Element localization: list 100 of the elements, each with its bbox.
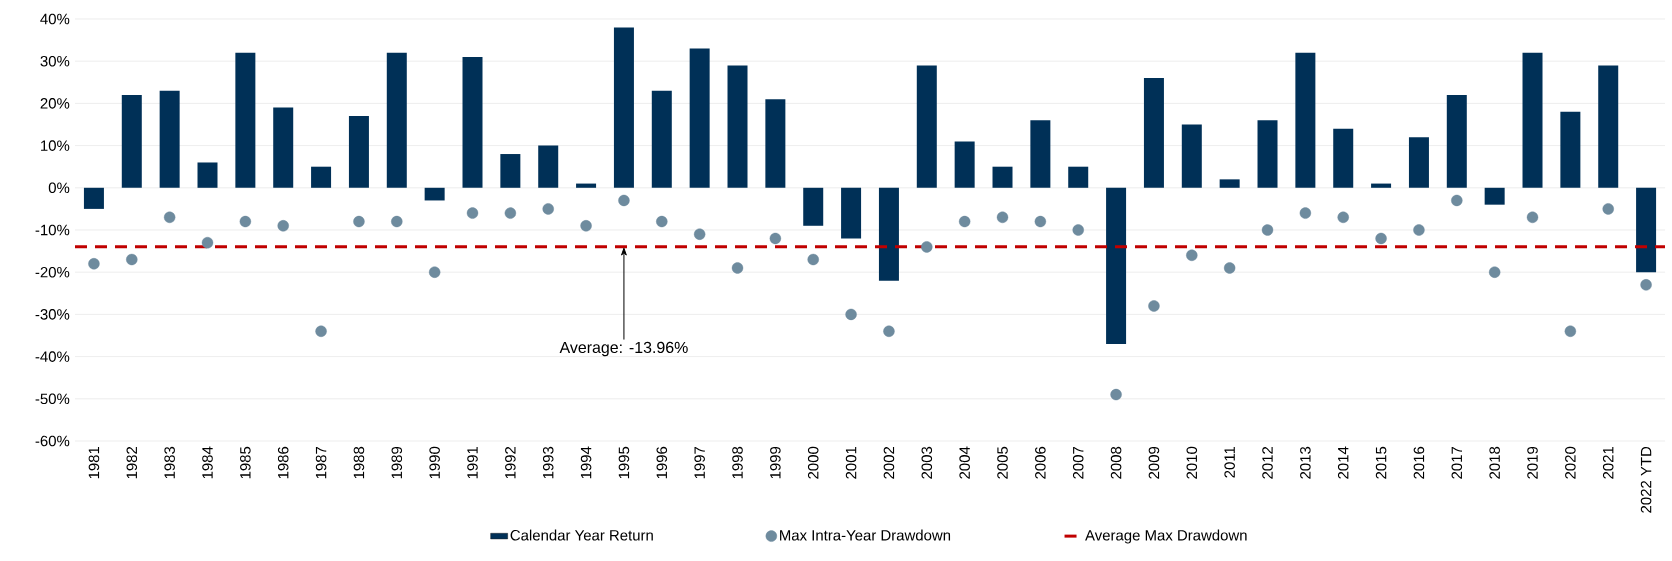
bar [1446,94,1467,188]
point [1034,215,1047,228]
point [883,325,895,337]
bar [83,187,104,209]
point [1148,300,1160,312]
point [1110,388,1122,401]
x-tick-label: 2012 [1262,446,1273,479]
point [1261,224,1274,236]
x-tick-label: 2005 [997,446,1008,479]
point [391,215,403,228]
bar [386,52,407,188]
x-tick-label: 2021 [1602,446,1614,479]
x-tick-label: 1993 [542,446,554,479]
point [504,207,517,219]
x-tick-label: 2010 [1186,446,1198,479]
y-tick-label: -20% [35,266,70,278]
point [466,207,479,219]
x-tick-label: 1981 [88,446,100,479]
point [656,215,668,228]
y-tick-label: 20% [40,98,70,109]
bar [197,162,218,188]
bar [613,27,634,188]
bar [1522,52,1543,188]
x-tick-label: 1997 [694,446,705,479]
bar [1333,128,1354,188]
bar [500,154,521,188]
bar [348,116,369,188]
point [618,194,630,207]
bar [651,90,672,188]
legend-label: Average Max Drawdown [1085,529,1247,544]
y-tick-label: 0% [48,182,70,194]
legend-label: Calendar Year Return [510,529,653,541]
x-tick-label: 1982 [126,446,138,479]
point [353,215,365,228]
bar [878,187,899,281]
bar [273,107,294,188]
x-tick-label: 2004 [959,446,970,479]
point [1451,194,1463,207]
point [315,325,327,337]
point [1223,262,1236,274]
bar [803,187,824,226]
x-tick-label: 2018 [1489,446,1500,479]
point [693,228,706,240]
y-tick-label: -40% [35,351,70,362]
point [88,258,100,270]
bar [538,145,559,188]
point [921,241,933,253]
x-tick-label: 2019 [1527,446,1538,479]
bar [424,187,445,201]
point [1526,211,1539,224]
bar [1068,166,1089,188]
bar [916,65,937,188]
bar [727,65,748,188]
y-tick-label: -50% [35,393,70,405]
x-tick-label: 2000 [807,446,819,479]
bar [841,187,862,239]
x-tick-label: 1994 [580,446,592,479]
bar [1257,120,1278,188]
point [1564,325,1577,337]
x-tick-label: 2014 [1337,446,1349,479]
x-tick-label: 1996 [656,446,668,479]
bar [992,166,1013,188]
point [580,220,592,232]
point [845,308,857,321]
y-tick-label: 30% [40,55,70,67]
point [1413,224,1425,236]
point [201,236,214,249]
x-tick-label: 1987 [315,446,327,479]
bar [1181,124,1202,188]
bar [1560,111,1581,188]
x-tick-label: 2015 [1375,446,1387,479]
x-tick-label: 1986 [277,446,289,479]
bar [159,90,180,188]
point [1375,232,1387,245]
x-tick-label: 2006 [1035,446,1046,479]
bar [235,52,256,188]
y-tick-label: -60% [35,435,70,447]
point [996,211,1009,224]
x-tick-label: 2007 [1072,446,1084,479]
x-tick-label: 1991 [467,446,478,479]
x-tick-label: 2002 [883,446,895,479]
x-tick-label: 1995 [618,446,630,479]
x-tick-label: 2009 [1148,446,1160,479]
x-tick-label: 1998 [732,446,743,479]
y-tick-label: 40% [40,13,70,25]
bar [1295,52,1316,188]
point [277,220,289,232]
bar [1598,65,1619,188]
legend-label: Max Intra-Year Drawdown [780,529,951,541]
point [1337,211,1349,224]
y-tick-label: 10% [41,140,70,151]
x-tick-label: 2013 [1300,446,1311,479]
point [126,253,138,266]
x-tick-label: 1999 [770,446,781,479]
point [769,232,782,245]
point [958,215,971,228]
point [1488,266,1501,278]
x-tick-label: 2017 [1451,446,1463,479]
x-tick-label: 1990 [429,446,440,479]
y-tick-label: -30% [35,309,70,320]
